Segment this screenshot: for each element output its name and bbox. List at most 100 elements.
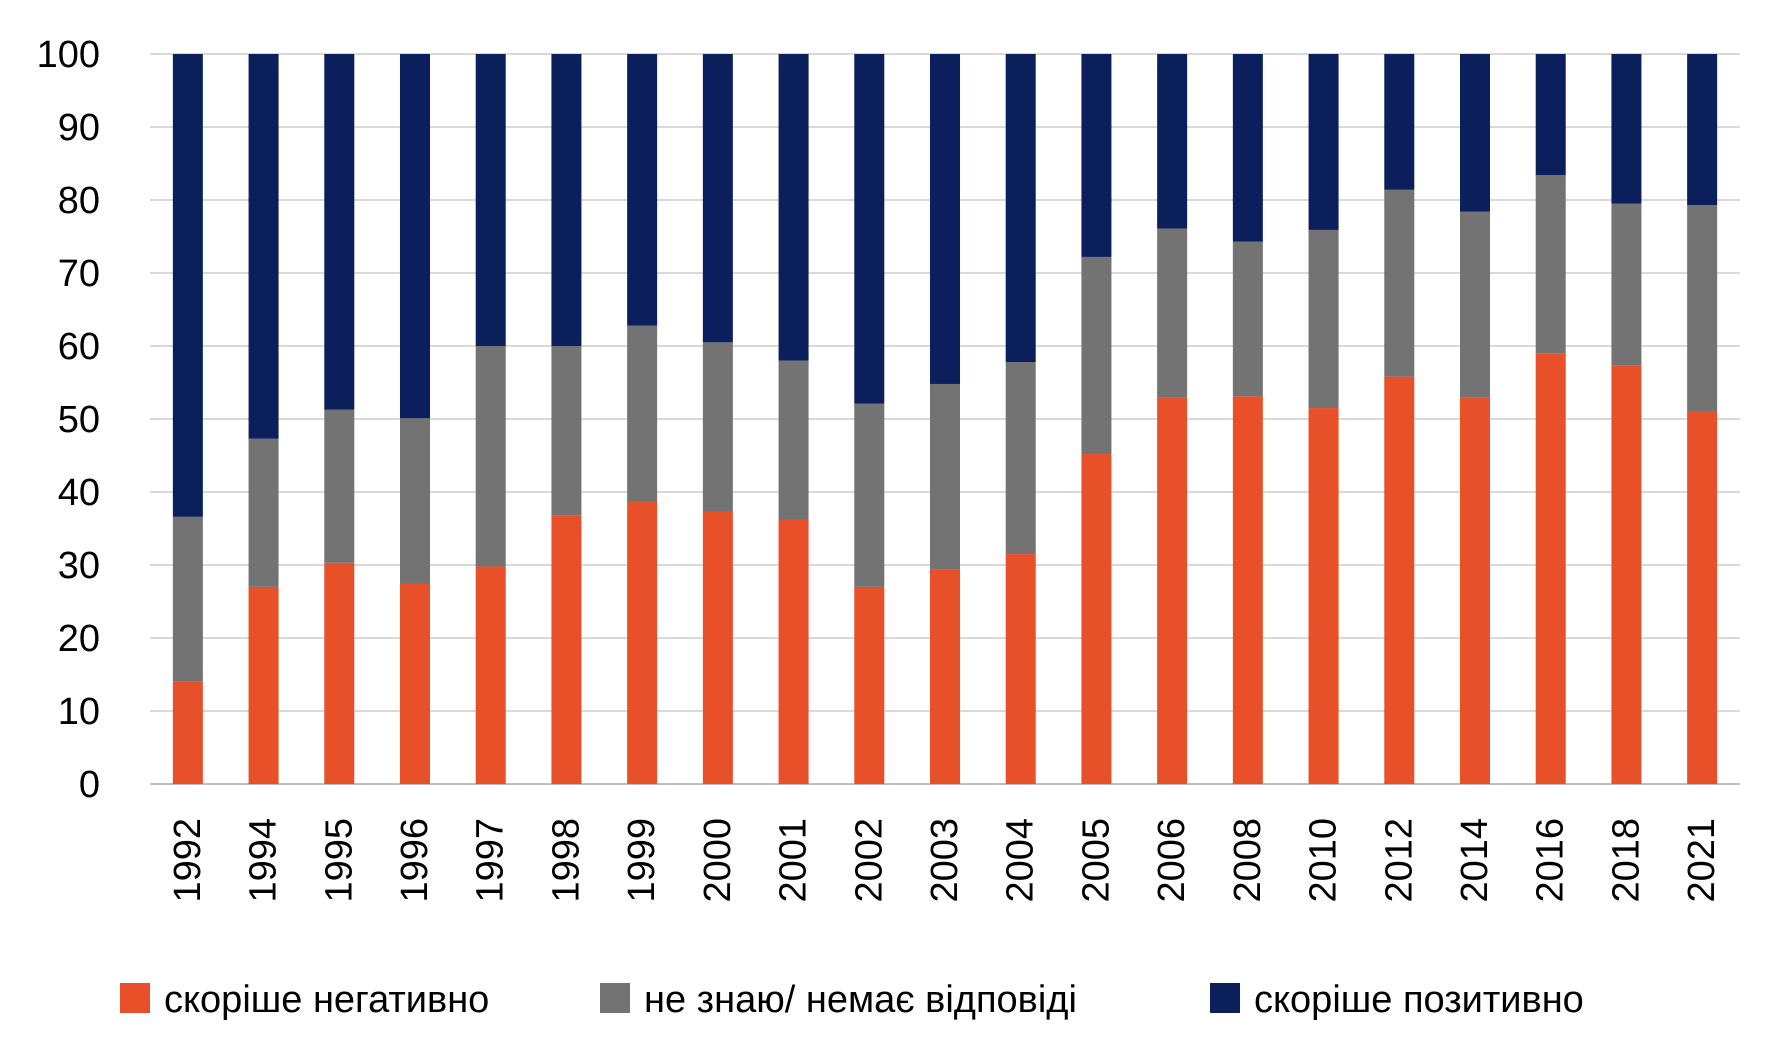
bar-segment-2012-series-0 bbox=[1384, 376, 1415, 784]
bar-segment-2018-series-2 bbox=[1611, 54, 1642, 204]
bar-segment-2010-series-2 bbox=[1308, 54, 1339, 230]
legend-label: скоріше негативно bbox=[164, 979, 489, 1021]
bar-segment-2021-series-2 bbox=[1687, 54, 1718, 206]
bar-stack-2010 bbox=[1308, 54, 1339, 784]
bar-segment-1994-series-0 bbox=[248, 586, 279, 784]
y-tick-label: 50 bbox=[58, 399, 100, 441]
bar-segment-2004-series-1 bbox=[1005, 362, 1036, 555]
x-tick-label: 1992 bbox=[167, 818, 209, 903]
x-tick-label: 1995 bbox=[318, 818, 360, 903]
bar-segment-2005-series-1 bbox=[1081, 256, 1112, 455]
y-tick-label: 40 bbox=[58, 472, 100, 514]
bar-segment-1998-series-2 bbox=[551, 54, 582, 346]
x-tick-label: 2005 bbox=[1075, 818, 1117, 903]
x-tick-label: 2002 bbox=[848, 818, 890, 903]
y-axis: 0 10 20 30 40 50 60 70 80 90 100 bbox=[37, 34, 100, 806]
bar-segment-2014-series-1 bbox=[1460, 211, 1490, 398]
x-tick-label: 2018 bbox=[1605, 818, 1647, 903]
bar-stack-2001 bbox=[778, 54, 809, 784]
bar-segment-2016-series-1 bbox=[1535, 175, 1566, 354]
bar-segment-1992-series-0 bbox=[172, 681, 203, 784]
bar-segment-1992-series-1 bbox=[172, 516, 203, 682]
bar-segment-1996-series-0 bbox=[400, 583, 430, 784]
bar-segment-2003-series-1 bbox=[930, 383, 960, 570]
bar-segment-1996-series-2 bbox=[400, 54, 430, 419]
bar-segment-2008-series-1 bbox=[1232, 241, 1263, 397]
bar-stack-1996 bbox=[400, 54, 430, 784]
bar-segment-1996-series-1 bbox=[400, 418, 430, 584]
legend-label: не знаю/ немає відповіді bbox=[644, 979, 1077, 1021]
y-tick-label: 100 bbox=[37, 34, 100, 76]
bar-segment-1998-series-0 bbox=[551, 515, 582, 784]
x-tick-label: 2003 bbox=[924, 818, 966, 903]
bar-segment-1999-series-0 bbox=[627, 501, 658, 784]
legend-item: скоріше негативно bbox=[120, 979, 489, 1021]
bar-segment-1998-series-1 bbox=[551, 346, 582, 516]
bar-segment-2005-series-0 bbox=[1081, 454, 1112, 784]
bar-stack-2005 bbox=[1081, 54, 1112, 784]
bar-stack-2021 bbox=[1687, 54, 1718, 784]
bar-segment-2016-series-0 bbox=[1535, 353, 1566, 784]
bar-segment-2012-series-1 bbox=[1384, 189, 1415, 377]
x-tick-label: 1999 bbox=[621, 818, 663, 903]
bar-segment-2008-series-0 bbox=[1232, 396, 1263, 784]
bar-segment-2018-series-1 bbox=[1611, 203, 1642, 366]
bar-segment-2006-series-0 bbox=[1157, 397, 1188, 784]
bar-stack-1999 bbox=[627, 54, 658, 784]
x-tick-label: 1998 bbox=[545, 818, 587, 903]
bar-segment-2005-series-2 bbox=[1081, 54, 1112, 257]
bar-segment-2003-series-0 bbox=[930, 569, 960, 784]
bar-stack-2012 bbox=[1384, 54, 1415, 784]
bar-segment-2000-series-2 bbox=[702, 54, 733, 343]
bar-segment-2001-series-1 bbox=[778, 360, 809, 520]
bar-segment-2010-series-0 bbox=[1308, 408, 1339, 784]
bar-stack-1994 bbox=[248, 54, 279, 784]
bars-layer bbox=[172, 54, 1718, 784]
x-tick-label: 2021 bbox=[1681, 818, 1723, 903]
bar-segment-2021-series-0 bbox=[1687, 410, 1718, 784]
y-tick-label: 60 bbox=[58, 326, 100, 368]
bar-segment-2002-series-1 bbox=[854, 403, 885, 587]
bar-segment-2000-series-0 bbox=[702, 510, 733, 784]
bar-segment-2003-series-2 bbox=[930, 54, 960, 384]
x-tick-label: 2004 bbox=[1000, 818, 1042, 903]
bar-segment-2001-series-0 bbox=[778, 519, 809, 784]
bar-segment-1995-series-2 bbox=[324, 54, 355, 410]
bar-stack-1995 bbox=[324, 54, 355, 784]
bar-stack-2006 bbox=[1157, 54, 1188, 784]
y-tick-label: 90 bbox=[58, 107, 100, 149]
bar-segment-2016-series-2 bbox=[1535, 54, 1566, 176]
legend-item: не знаю/ немає відповіді bbox=[600, 979, 1077, 1021]
bar-segment-2002-series-0 bbox=[854, 586, 885, 784]
y-tick-label: 0 bbox=[79, 764, 100, 806]
bar-stack-1997 bbox=[475, 54, 506, 784]
bar-segment-2014-series-2 bbox=[1460, 54, 1490, 212]
legend: скоріше негативно не знаю/ немає відповід… bbox=[120, 979, 1584, 1021]
bar-segment-1999-series-1 bbox=[627, 325, 658, 502]
x-tick-label: 2008 bbox=[1227, 818, 1269, 903]
bar-segment-2006-series-1 bbox=[1157, 228, 1188, 398]
bar-stack-2014 bbox=[1460, 54, 1490, 784]
bar-segment-1994-series-2 bbox=[248, 54, 279, 439]
bar-segment-1997-series-2 bbox=[475, 54, 506, 346]
y-tick-label: 80 bbox=[58, 180, 100, 222]
legend-item: скоріше позитивно bbox=[1210, 979, 1584, 1021]
y-tick-label: 10 bbox=[58, 691, 100, 733]
bar-segment-1992-series-2 bbox=[172, 54, 203, 517]
bar-segment-2006-series-2 bbox=[1157, 54, 1188, 229]
x-tick-label: 2000 bbox=[697, 818, 739, 903]
x-tick-label: 1996 bbox=[394, 818, 436, 903]
bar-stack-2016 bbox=[1535, 54, 1566, 784]
x-tick-label: 2016 bbox=[1530, 818, 1572, 903]
bar-segment-2001-series-2 bbox=[778, 54, 809, 361]
bar-segment-1997-series-0 bbox=[475, 566, 506, 784]
bar-segment-2008-series-2 bbox=[1232, 54, 1263, 242]
bar-segment-1994-series-1 bbox=[248, 438, 279, 587]
bar-segment-2004-series-0 bbox=[1005, 554, 1036, 784]
y-tick-label: 20 bbox=[58, 618, 100, 660]
x-tick-label: 1997 bbox=[470, 818, 512, 903]
legend-swatch bbox=[1210, 983, 1240, 1013]
bar-segment-2021-series-1 bbox=[1687, 205, 1718, 411]
